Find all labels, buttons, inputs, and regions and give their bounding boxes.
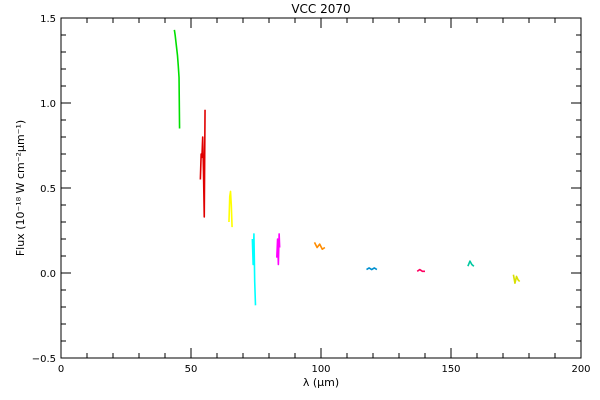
series-layer	[173, 29, 521, 306]
series-line-6	[313, 242, 326, 250]
series-line-1	[173, 29, 181, 129]
series-line-4	[251, 233, 257, 306]
chart-title: VCC 2070	[291, 2, 350, 16]
x-tick-label: 50	[185, 364, 198, 375]
y-tick-label: −0.5	[32, 354, 56, 365]
y-tick-label: 0.5	[40, 184, 56, 195]
series-line-3	[228, 190, 233, 228]
x-tick-label: 150	[441, 364, 460, 375]
series-line-2	[199, 109, 206, 218]
series-line-5	[276, 233, 281, 266]
axis-ticks	[60, 17, 582, 359]
y-axis-label: Flux (10⁻¹⁸ W cm⁻²μm⁻¹)	[14, 120, 27, 256]
series-line-8	[416, 268, 425, 273]
series-line-7	[366, 267, 378, 271]
x-tick-label: 200	[571, 364, 590, 375]
x-tick-label: 0	[58, 364, 64, 375]
series-line-10	[512, 274, 521, 285]
x-axis-label: λ (μm)	[303, 376, 339, 389]
y-tick-label: 1.5	[40, 14, 56, 25]
series-line-9	[467, 260, 475, 267]
x-tick-label: 100	[311, 364, 330, 375]
y-tick-label: 1.0	[40, 99, 56, 110]
y-tick-label: 0.0	[40, 269, 56, 280]
plot-frame	[60, 17, 582, 359]
